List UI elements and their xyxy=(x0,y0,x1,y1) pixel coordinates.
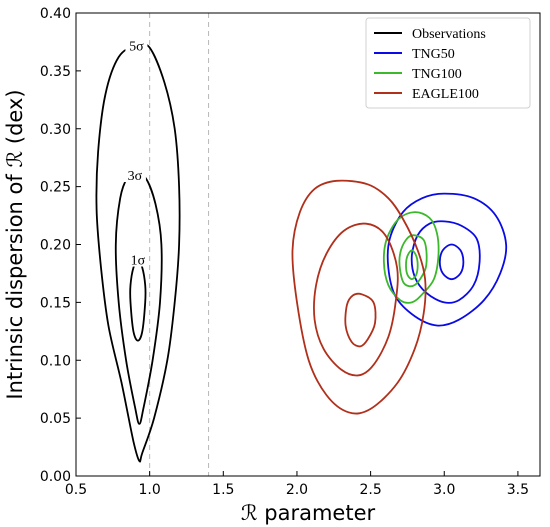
x-tick-label: 2.5 xyxy=(359,482,381,498)
x-tick-label: 1.0 xyxy=(139,482,161,498)
contour-eagle100-5sigma xyxy=(291,179,427,415)
legend-label-tng50: TNG50 xyxy=(412,47,455,62)
y-axis-ticks: 0.00 0.05 0.10 0.15 0.20 0.25 0.30 0.35 0.40 xyxy=(40,6,81,485)
x-tick-label: 3.5 xyxy=(507,482,529,498)
contour-observations-5sigma xyxy=(95,42,181,463)
y-tick-label: 0.10 xyxy=(40,353,71,369)
contour-eagle100-1sigma xyxy=(344,292,377,348)
x-tick-label: 0.5 xyxy=(65,482,87,498)
x-axis-ticks: 0.5 1.0 1.5 2.0 2.5 3.0 3.5 xyxy=(65,471,529,498)
sigma-label-1sigma: 1σ xyxy=(131,254,146,269)
y-tick-label: 0.35 xyxy=(40,64,71,80)
legend-box xyxy=(365,17,531,109)
y-tick-label: 0.20 xyxy=(40,238,71,254)
sigma-label-background xyxy=(123,166,146,183)
x-tick-label: 3.0 xyxy=(433,482,455,498)
sigma-label-background xyxy=(125,36,148,53)
x-tick-label: 2.0 xyxy=(286,482,308,498)
y-tick-label: 0.15 xyxy=(40,295,71,311)
legend: Observations TNG50 TNG100 EAGLE100 xyxy=(365,17,531,109)
contour-observations-1sigma xyxy=(129,258,147,342)
sigma-label-background xyxy=(126,250,149,267)
contour-plot xyxy=(95,42,508,463)
y-tick-label: 0.05 xyxy=(40,411,71,427)
contour-observations-3sigma xyxy=(114,173,163,425)
legend-label-observations: Observations xyxy=(412,27,486,42)
contour-tng50-1sigma xyxy=(438,243,465,281)
y-tick-label: 0.30 xyxy=(40,122,71,138)
sigma-label-5sigma: 5σ xyxy=(129,39,144,54)
x-tick-label: 1.5 xyxy=(212,482,234,498)
contour-eagle100-3sigma xyxy=(313,222,399,377)
y-tick-label: 0.00 xyxy=(40,469,71,485)
y-tick-label: 0.40 xyxy=(40,6,71,22)
legend-label-tng100: TNG100 xyxy=(412,67,462,82)
legend-label-eagle100: EAGLE100 xyxy=(412,87,479,102)
contour-tng100-3sigma xyxy=(398,234,428,288)
y-axis-label: Intrinsic dispersion of ℛ (dex) xyxy=(3,89,27,399)
sigma-labels: 1σ 3σ 5σ xyxy=(123,36,149,269)
y-tick-label: 0.25 xyxy=(40,180,71,196)
contour-tng100-1sigma xyxy=(405,249,419,281)
sigma-label-3sigma: 3σ xyxy=(128,169,143,184)
x-axis-label: ℛ parameter xyxy=(241,501,376,525)
